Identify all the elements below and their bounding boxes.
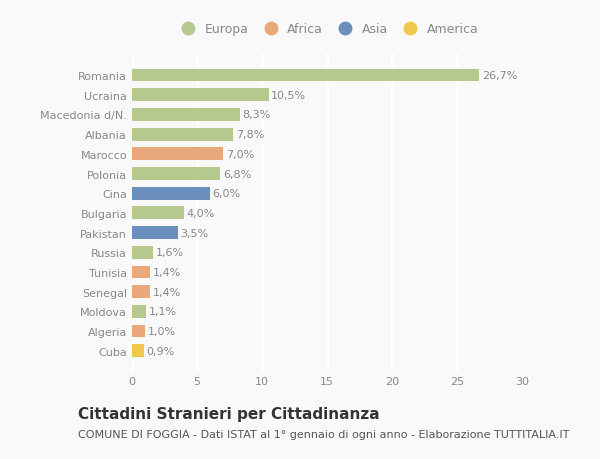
- Text: 0,9%: 0,9%: [146, 346, 175, 356]
- Bar: [132, 129, 233, 141]
- Bar: [132, 345, 144, 358]
- Bar: [132, 168, 220, 180]
- Text: Cittadini Stranieri per Cittadinanza: Cittadini Stranieri per Cittadinanza: [78, 406, 380, 421]
- Bar: [132, 246, 153, 259]
- Text: 1,4%: 1,4%: [153, 268, 181, 277]
- Bar: [132, 266, 150, 279]
- Bar: [132, 89, 269, 102]
- Text: COMUNE DI FOGGIA - Dati ISTAT al 1° gennaio di ogni anno - Elaborazione TUTTITAL: COMUNE DI FOGGIA - Dati ISTAT al 1° genn…: [78, 429, 569, 439]
- Text: 1,4%: 1,4%: [153, 287, 181, 297]
- Text: 1,1%: 1,1%: [149, 307, 177, 317]
- Text: 6,8%: 6,8%: [223, 169, 251, 179]
- Text: 6,0%: 6,0%: [212, 189, 241, 199]
- Bar: [132, 69, 479, 82]
- Bar: [132, 305, 146, 318]
- Text: 10,5%: 10,5%: [271, 90, 306, 101]
- Bar: [132, 109, 240, 122]
- Text: 26,7%: 26,7%: [482, 71, 517, 81]
- Text: 8,3%: 8,3%: [242, 110, 271, 120]
- Bar: [132, 227, 178, 240]
- Bar: [132, 207, 184, 220]
- Bar: [132, 325, 145, 338]
- Text: 7,8%: 7,8%: [236, 130, 265, 140]
- Bar: [132, 187, 210, 200]
- Bar: [132, 148, 223, 161]
- Text: 1,0%: 1,0%: [148, 326, 176, 336]
- Bar: [132, 285, 150, 298]
- Text: 4,0%: 4,0%: [187, 208, 215, 218]
- Text: 1,6%: 1,6%: [155, 248, 184, 258]
- Text: 7,0%: 7,0%: [226, 150, 254, 159]
- Text: 3,5%: 3,5%: [180, 228, 208, 238]
- Legend: Europa, Africa, Asia, America: Europa, Africa, Asia, America: [176, 23, 478, 36]
